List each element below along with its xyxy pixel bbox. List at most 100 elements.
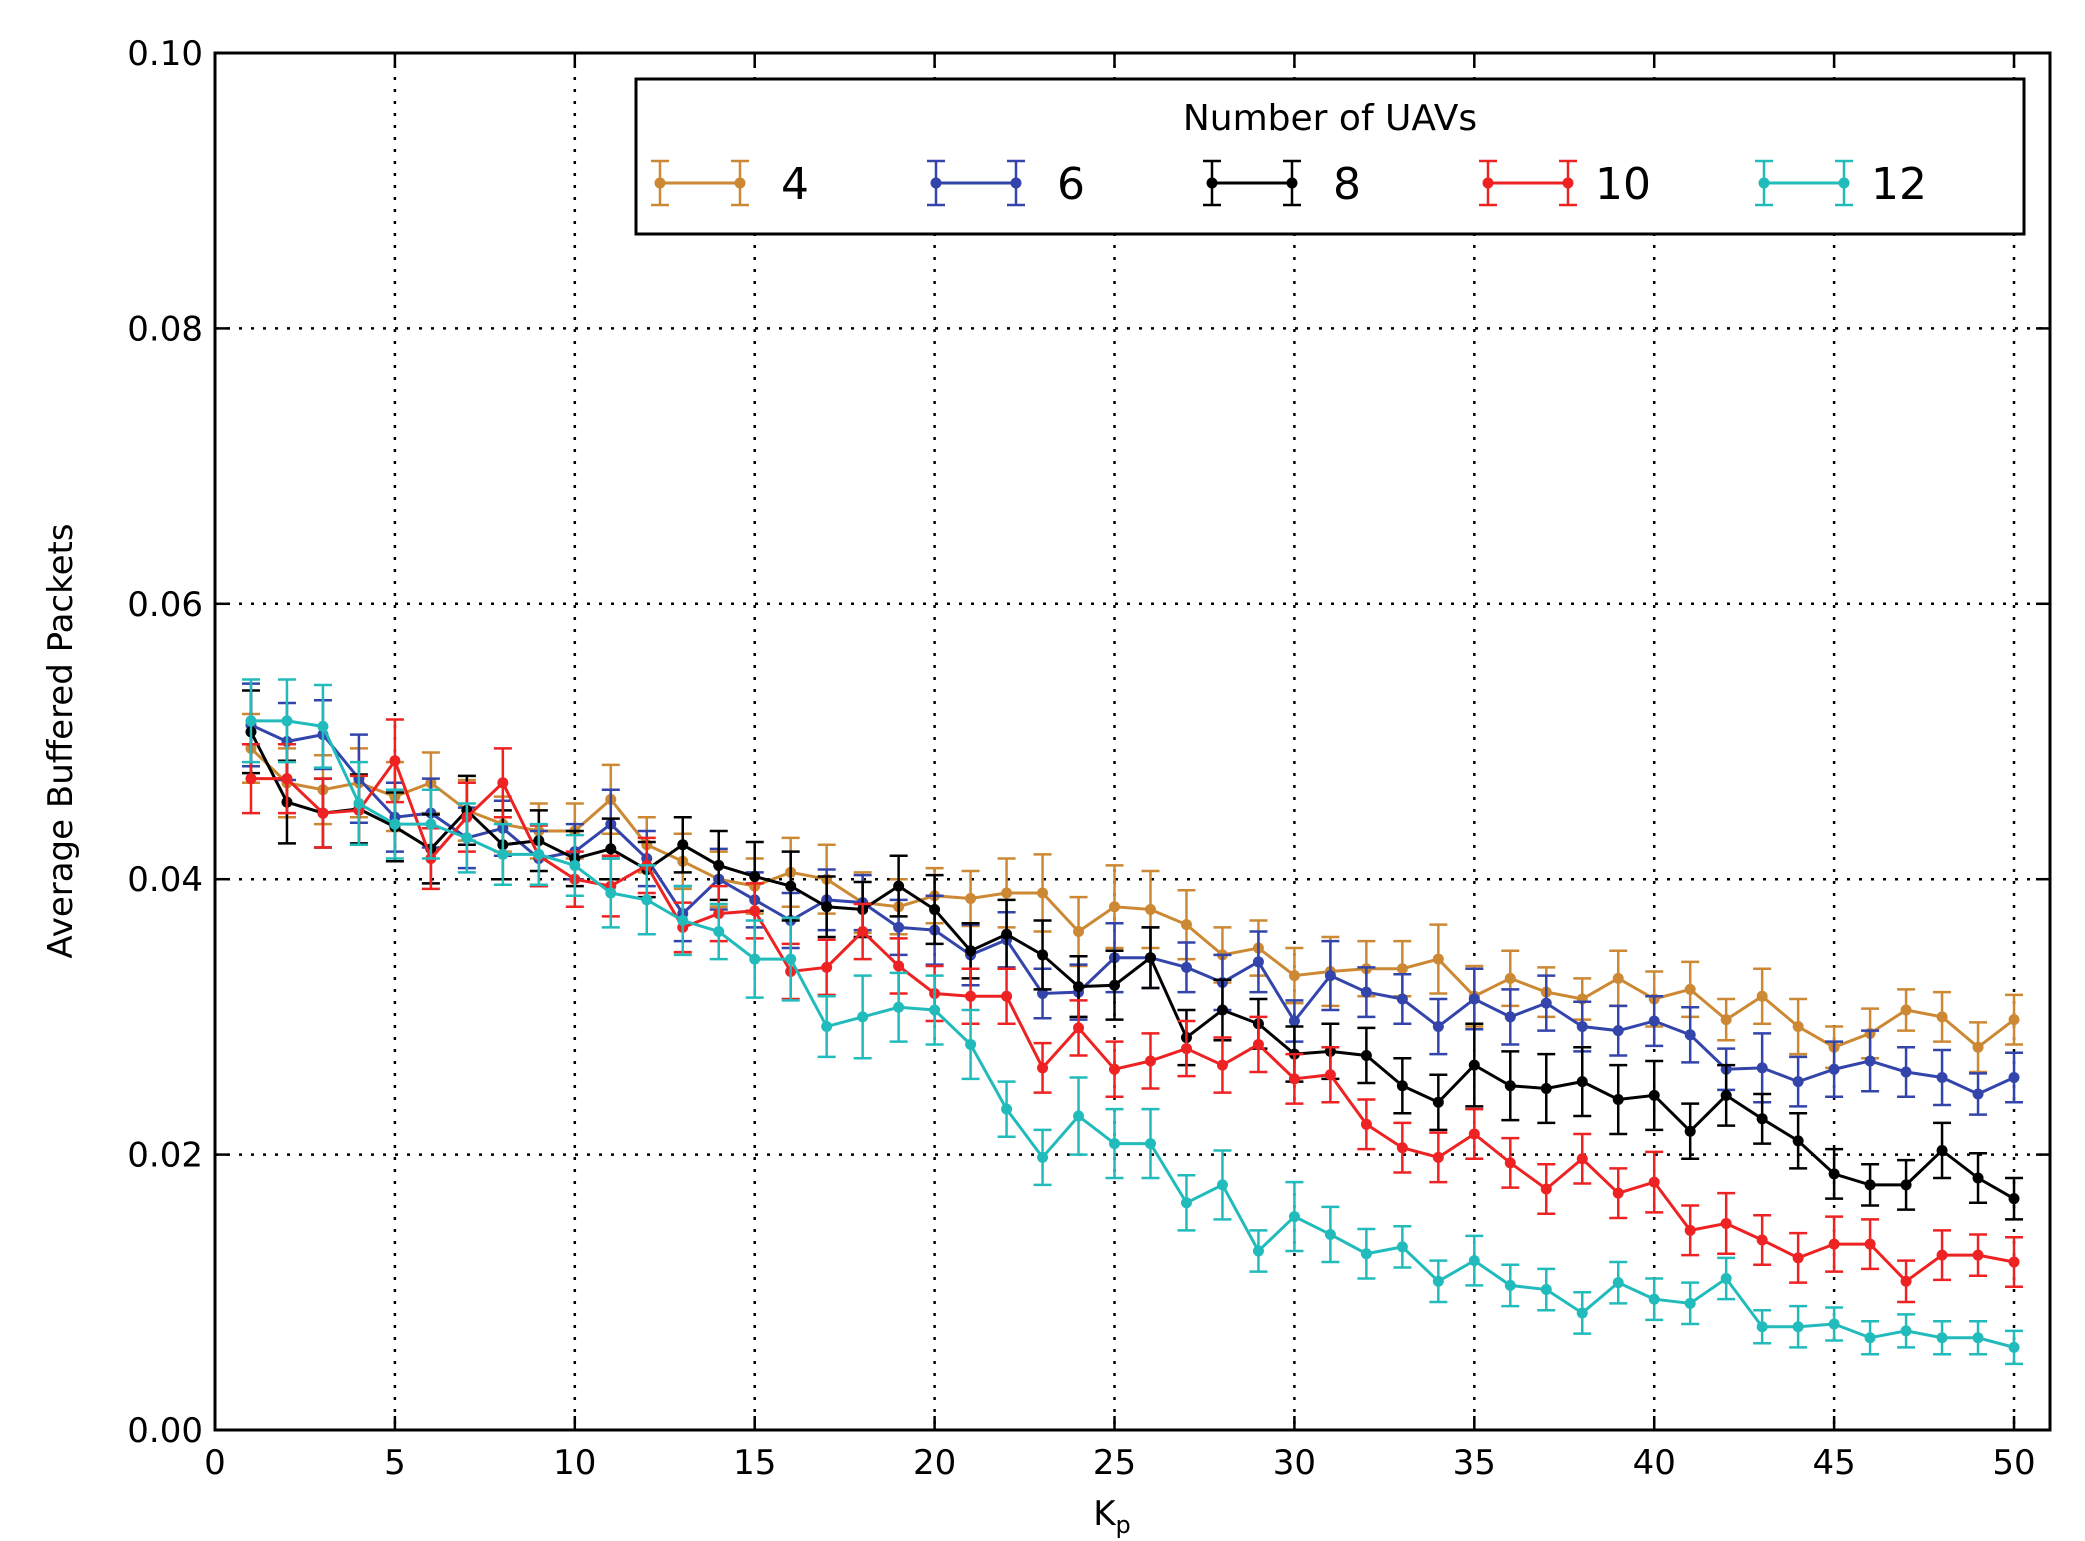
point-10-0 bbox=[245, 773, 257, 785]
legend-marker-10-1 bbox=[1562, 177, 1574, 189]
legend-label-10: 10 bbox=[1595, 159, 1651, 210]
point-6-49 bbox=[2008, 1071, 2020, 1083]
legend-title: Number of UAVs bbox=[1183, 98, 1477, 139]
point-12-31 bbox=[1360, 1248, 1372, 1260]
point-10-32 bbox=[1396, 1142, 1408, 1154]
point-12-41 bbox=[1720, 1273, 1732, 1285]
point-12-22 bbox=[1037, 1151, 1049, 1163]
point-12-39 bbox=[1648, 1293, 1660, 1305]
point-10-48 bbox=[1972, 1249, 1984, 1261]
y-tick-label-0: 0.00 bbox=[127, 1411, 203, 1451]
point-4-26 bbox=[1180, 919, 1192, 931]
y-tick-label-1: 0.02 bbox=[127, 1136, 203, 1176]
point-8-39 bbox=[1648, 1089, 1660, 1101]
point-12-12 bbox=[677, 915, 689, 927]
legend-marker-10-0 bbox=[1482, 177, 1494, 189]
legend-marker-6-0 bbox=[930, 177, 942, 189]
point-6-48 bbox=[1972, 1088, 1984, 1100]
point-8-31 bbox=[1360, 1049, 1372, 1061]
point-4-20 bbox=[965, 892, 977, 904]
point-12-8 bbox=[533, 848, 545, 860]
point-12-45 bbox=[1864, 1332, 1876, 1344]
point-12-27 bbox=[1216, 1179, 1228, 1191]
point-12-5 bbox=[425, 818, 437, 830]
point-10-31 bbox=[1360, 1118, 1372, 1130]
point-12-49 bbox=[2008, 1341, 2020, 1353]
point-8-16 bbox=[821, 901, 833, 913]
point-10-42 bbox=[1756, 1234, 1768, 1246]
point-12-40 bbox=[1684, 1297, 1696, 1309]
point-8-32 bbox=[1396, 1080, 1408, 1092]
point-12-46 bbox=[1900, 1325, 1912, 1337]
grid bbox=[215, 53, 2050, 1430]
point-12-26 bbox=[1180, 1197, 1192, 1209]
point-12-34 bbox=[1468, 1255, 1480, 1267]
point-8-15 bbox=[785, 880, 797, 892]
point-12-44 bbox=[1828, 1318, 1840, 1330]
point-6-40 bbox=[1684, 1029, 1696, 1041]
point-10-34 bbox=[1468, 1128, 1480, 1140]
point-10-23 bbox=[1073, 1022, 1085, 1034]
point-12-17 bbox=[857, 1011, 869, 1023]
point-8-21 bbox=[1001, 928, 1013, 940]
point-10-24 bbox=[1109, 1063, 1121, 1075]
point-6-30 bbox=[1324, 970, 1336, 982]
point-6-18 bbox=[893, 921, 905, 933]
point-12-3 bbox=[353, 797, 365, 809]
point-12-35 bbox=[1504, 1279, 1516, 1291]
point-4-49 bbox=[2008, 1014, 2020, 1026]
point-10-45 bbox=[1864, 1238, 1876, 1250]
point-6-37 bbox=[1576, 1021, 1588, 1033]
point-10-33 bbox=[1432, 1151, 1444, 1163]
point-12-23 bbox=[1073, 1110, 1085, 1122]
point-10-16 bbox=[821, 961, 833, 973]
point-12-16 bbox=[821, 1021, 833, 1033]
point-6-28 bbox=[1252, 956, 1264, 968]
point-12-13 bbox=[713, 926, 725, 938]
point-8-22 bbox=[1037, 949, 1049, 961]
point-8-43 bbox=[1792, 1135, 1804, 1147]
point-12-30 bbox=[1324, 1228, 1336, 1240]
x-tick-label-8: 40 bbox=[1633, 1443, 1676, 1483]
point-6-45 bbox=[1864, 1055, 1876, 1067]
point-12-10 bbox=[605, 887, 617, 899]
point-10-14 bbox=[749, 905, 761, 917]
legend-marker-12-0 bbox=[1758, 177, 1770, 189]
x-tick-label-6: 30 bbox=[1273, 1443, 1316, 1483]
point-10-1 bbox=[281, 773, 293, 785]
legend-label-6: 6 bbox=[1057, 159, 1085, 210]
y-axis: 0.00 0.02 0.04 0.06 0.08 0.10 bbox=[127, 34, 2050, 1451]
point-12-21 bbox=[1001, 1103, 1013, 1115]
point-6-32 bbox=[1396, 993, 1408, 1005]
point-8-48 bbox=[1972, 1172, 1984, 1184]
point-8-35 bbox=[1504, 1080, 1516, 1092]
point-10-37 bbox=[1576, 1153, 1588, 1165]
point-4-33 bbox=[1432, 953, 1444, 965]
point-6-47 bbox=[1936, 1071, 1948, 1083]
point-8-20 bbox=[965, 945, 977, 957]
point-12-24 bbox=[1109, 1138, 1121, 1150]
point-10-28 bbox=[1252, 1038, 1264, 1050]
point-10-41 bbox=[1720, 1217, 1732, 1229]
point-6-35 bbox=[1504, 1011, 1516, 1023]
point-12-6 bbox=[461, 832, 473, 844]
x-tick-label-5: 25 bbox=[1093, 1443, 1136, 1483]
point-10-26 bbox=[1180, 1043, 1192, 1055]
point-12-48 bbox=[1972, 1332, 1984, 1344]
series-line-8 bbox=[249, 731, 2015, 1200]
point-6-22 bbox=[1037, 987, 1049, 999]
legend-marker-12-1 bbox=[1838, 177, 1850, 189]
series-line-10 bbox=[250, 757, 2015, 1284]
point-10-22 bbox=[1037, 1062, 1049, 1074]
axes-frame bbox=[213, 51, 2052, 1432]
point-12-42 bbox=[1756, 1321, 1768, 1333]
y-tick-label-3: 0.06 bbox=[127, 585, 203, 625]
point-12-29 bbox=[1288, 1211, 1300, 1223]
point-10-27 bbox=[1216, 1059, 1228, 1071]
point-6-31 bbox=[1360, 986, 1372, 998]
point-8-40 bbox=[1684, 1125, 1696, 1137]
point-4-47 bbox=[1936, 1011, 1948, 1023]
point-8-44 bbox=[1828, 1168, 1840, 1180]
point-8-41 bbox=[1720, 1089, 1732, 1101]
